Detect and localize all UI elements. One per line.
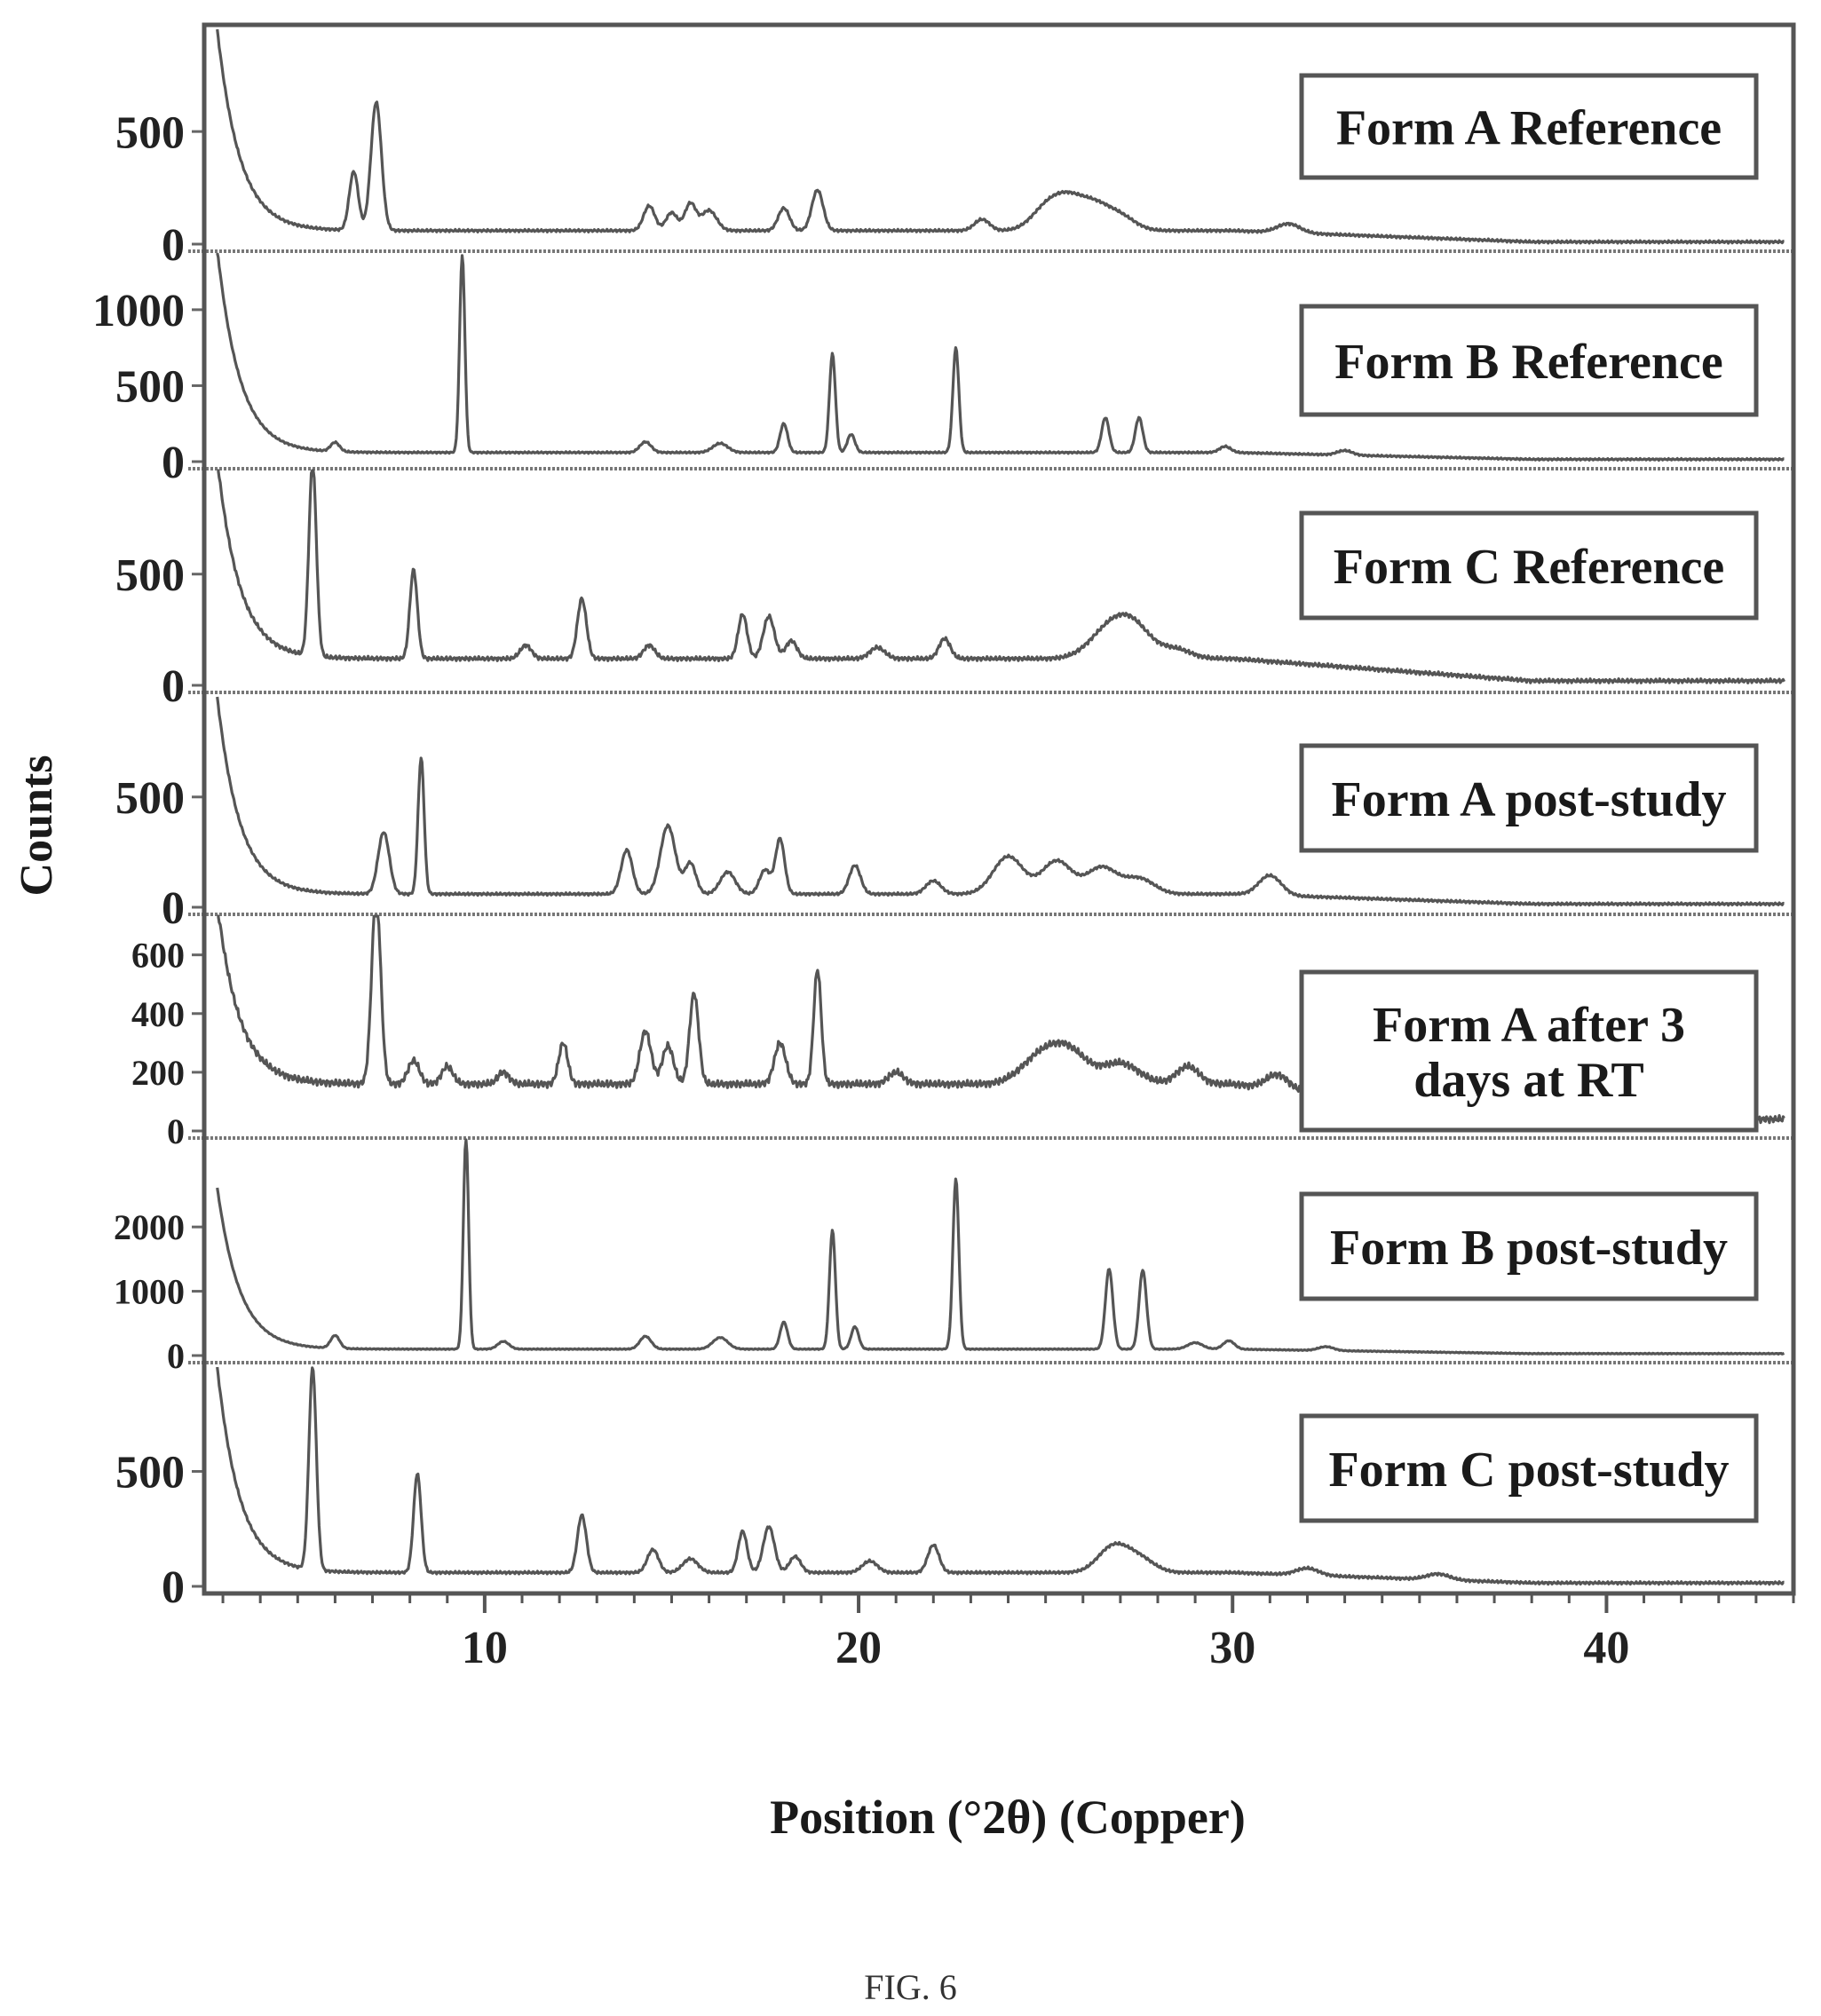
panel: 0 500 Form C Reference: [115, 469, 1793, 712]
y-tick-label: 0: [167, 1111, 185, 1151]
panel: 0 500 Form A Reference: [115, 28, 1793, 271]
legend-box: [1299, 510, 1759, 621]
y-tick-label: 2000: [114, 1207, 185, 1247]
legend-box: [1299, 743, 1759, 853]
y-axis-title: Counts: [12, 755, 62, 897]
pattern-line: [216, 28, 1785, 245]
legend-label: Form A post-study: [1332, 772, 1727, 827]
y-tick-label: 500: [115, 362, 185, 413]
y-tick-label: 0: [162, 438, 185, 488]
y-tick-label: 200: [131, 1053, 185, 1093]
y-tick-label: 0: [162, 883, 185, 934]
legend-label: Form A after 3: [1373, 998, 1685, 1053]
x-axis-title: Position (°2θ) (Copper): [770, 1791, 1246, 1844]
legend-box: [1299, 1413, 1759, 1523]
panel: 0 500 1000 Form B Reference: [92, 252, 1793, 488]
legend-box: [1299, 1191, 1759, 1301]
pattern-line: [216, 696, 1785, 907]
legend-label: Form C post-study: [1328, 1443, 1729, 1498]
legend-label: Form C Reference: [1334, 540, 1725, 595]
legend-box: [1299, 969, 1759, 1133]
y-tick-label: 500: [115, 773, 185, 824]
y-tick-label: 0: [162, 1562, 185, 1613]
panels-layer: 0 500 Form A Reference 0 500 1000 Form B Refer…: [92, 28, 1793, 1613]
y-tick-label: 1000: [114, 1272, 185, 1312]
y-tick-label: 500: [115, 1448, 185, 1498]
legend-label: Form A Reference: [1336, 101, 1722, 156]
y-tick-label: 1000: [92, 286, 185, 336]
y-tick-label: 500: [115, 107, 185, 158]
y-tick-label: 0: [162, 220, 185, 271]
pattern-line: [216, 252, 1785, 462]
legend-box: [1299, 73, 1759, 180]
x-tick-label: 10: [462, 1623, 508, 1673]
legend-box: [1299, 304, 1759, 417]
panel: 0 500 Form C post-study: [115, 1366, 1785, 1613]
plot-frame: [202, 22, 1796, 1596]
panel: 0 500 Form A post-study: [115, 696, 1793, 934]
x-tick-label: 40: [1583, 1623, 1629, 1673]
y-tick-label: 0: [167, 1336, 185, 1376]
pattern-line: [217, 469, 1785, 684]
y-tick-label: 400: [131, 994, 185, 1034]
legend-label: Form B Reference: [1334, 335, 1722, 390]
panel: 0 1000 2000 Form B post-study: [114, 1138, 1793, 1376]
pattern-line: [216, 1138, 1785, 1356]
figure-caption: FIG. 6: [864, 1967, 957, 2007]
y-tick-label: 600: [131, 936, 185, 976]
x-tick-label: 20: [835, 1623, 882, 1673]
pattern-line: [216, 1366, 1785, 1586]
frame-layer: [202, 22, 1796, 1596]
legend-label: days at RT: [1413, 1053, 1643, 1108]
legend-label: Form B post-study: [1330, 1221, 1728, 1276]
x-tick-label: 30: [1209, 1623, 1255, 1673]
y-tick-label: 500: [115, 550, 185, 601]
x-axis: 10 20 30 40: [221, 1593, 1795, 1673]
y-tick-label: 0: [162, 661, 185, 712]
